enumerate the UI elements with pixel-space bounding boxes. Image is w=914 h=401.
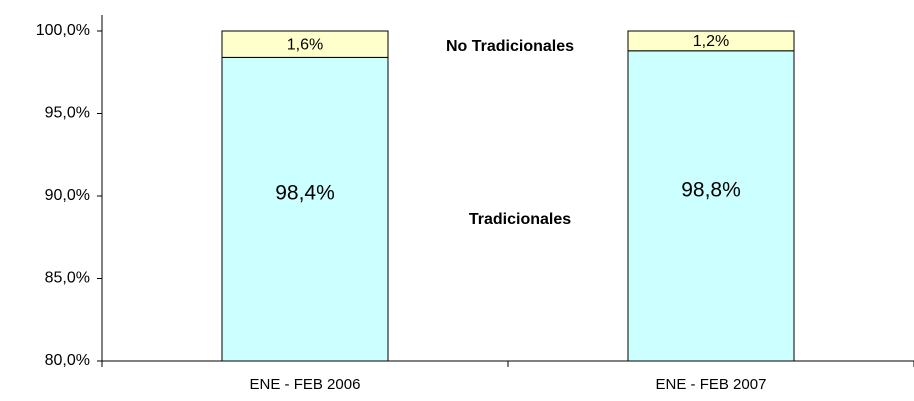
y-tick-label: 80,0%	[45, 352, 90, 369]
x-tick-label: ENE - FEB 2006	[250, 376, 361, 393]
y-tick-label: 90,0%	[45, 187, 90, 204]
series-label: Tradicionales	[469, 211, 571, 228]
bar-segment	[221, 30, 389, 58]
bar-segment	[627, 50, 795, 362]
value-label: 1,2%	[693, 33, 729, 50]
y-tick-label: 95,0%	[45, 105, 90, 122]
bar-segment	[627, 30, 795, 52]
series-label: No Tradicionales	[446, 38, 574, 55]
x-tick-label: ENE - FEB 2007	[656, 376, 767, 393]
bar-segment	[221, 56, 389, 362]
y-tick-label: 100,0%	[36, 22, 90, 39]
y-tick-label: 85,0%	[45, 270, 90, 287]
value-label: 1,6%	[287, 36, 323, 53]
value-label: 98,4%	[275, 182, 335, 205]
value-label: 98,8%	[681, 178, 741, 201]
